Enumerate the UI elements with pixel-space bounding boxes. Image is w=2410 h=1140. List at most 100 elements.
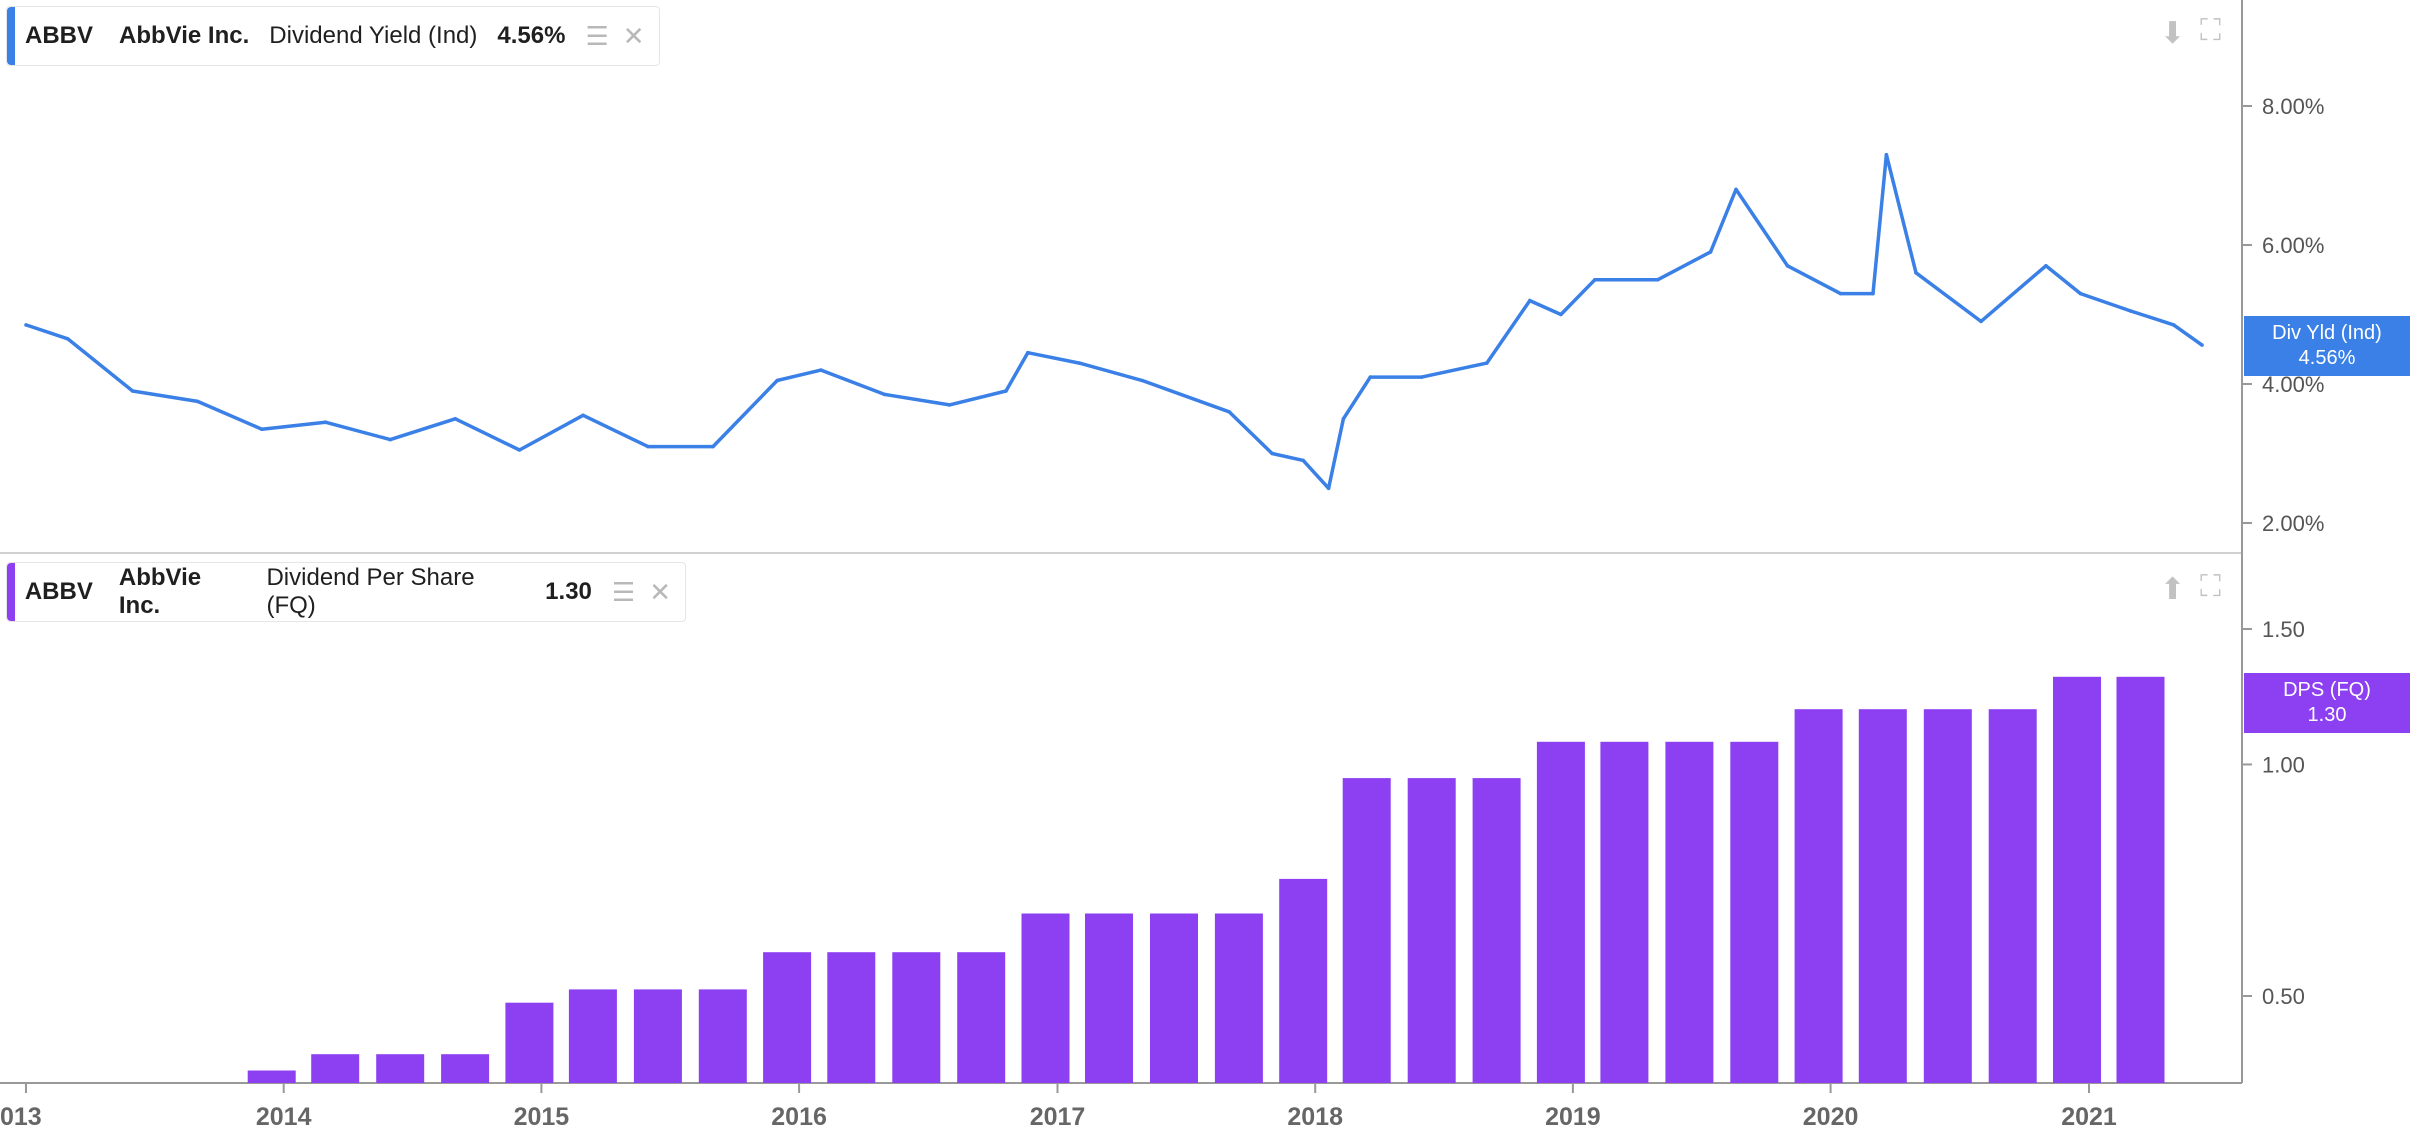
dps-ticker[interactable]: ABBV (24, 578, 93, 605)
dps-bar (1536, 741, 1585, 1083)
y-tick-label: 6.00% (2262, 233, 2324, 258)
x-tick-label: 2016 (771, 1103, 827, 1131)
download-icon[interactable]: ⬇ (2160, 17, 2186, 50)
x-tick-label: 2021 (2061, 1103, 2117, 1131)
y-tick-label: 1.50 (2262, 617, 2305, 642)
dps-bar (957, 952, 1006, 1083)
yield-point (1884, 152, 1889, 157)
yield-point (819, 368, 823, 372)
yield-legend-stripe (7, 7, 15, 65)
yield-point (1655, 278, 1660, 282)
layers-icon[interactable]: ☰ (611, 576, 636, 607)
yield-point (1593, 278, 1597, 282)
yield-point (1914, 271, 1918, 275)
yield-point (1979, 319, 1983, 324)
dps-metric: Dividend Per Share (FQ) (266, 564, 475, 619)
dps-bar (1342, 778, 1391, 1083)
dps-bar (698, 989, 747, 1083)
yield-point (517, 448, 522, 452)
yield-point (1420, 375, 1424, 379)
yield-point (1077, 361, 1082, 365)
yield-point (2078, 291, 2083, 296)
yield-point (65, 337, 70, 341)
y-tick-label: 8.00% (2262, 94, 2324, 119)
yield-point (1734, 187, 1738, 192)
yield-point (1838, 291, 1843, 296)
dps-bar (827, 952, 876, 1083)
dps-bar (763, 952, 812, 1083)
yield-legend: ABBV AbbVie Inc. Dividend Yield (Ind) 4.… (6, 6, 660, 66)
dps-bar (1923, 709, 1972, 1083)
dividend-yield-plot (24, 152, 2204, 491)
close-icon[interactable]: ✕ (622, 20, 645, 51)
yield-point (388, 437, 393, 442)
yield-point (2044, 264, 2048, 268)
dps-bar (1988, 709, 2037, 1083)
close-icon[interactable]: ✕ (649, 576, 671, 607)
dps-bar (247, 1070, 296, 1083)
yield-point (1227, 410, 1231, 414)
yield-point (646, 444, 650, 449)
dps-bar (1085, 913, 1133, 1083)
x-tick-label: 2019 (1545, 1103, 1601, 1131)
fullscreen-icon[interactable]: ⛶ (2200, 14, 2221, 47)
yield-company: AbbVie Inc. (119, 22, 250, 49)
yield-point (581, 413, 585, 418)
dps-bar-plot (247, 676, 2165, 1083)
dps-bar (892, 952, 941, 1083)
dps-company: AbbVie Inc. (118, 564, 202, 619)
yield-ticker[interactable]: ABBV (25, 22, 94, 49)
dps-bar (441, 1054, 490, 1083)
dps-legend-stripe (7, 563, 15, 621)
upload-icon[interactable]: ⬆ (2160, 573, 2186, 606)
yield-point (453, 417, 458, 421)
yield-point (1341, 417, 1346, 421)
yield-point (1026, 350, 1030, 355)
yield-badge-label: Div Yld (Ind) (2272, 322, 2382, 344)
yield-point (1301, 458, 1305, 463)
yield-point (1140, 378, 1144, 383)
dps-bar (568, 989, 617, 1083)
x-tick-label: 2020 (1803, 1103, 1859, 1131)
yield-point (947, 403, 952, 407)
x-tick-label: 2018 (1287, 1103, 1343, 1131)
dps-bar (1730, 741, 1779, 1083)
dps-badge-label: DPS (FQ) (2283, 679, 2371, 701)
yield-point (1559, 312, 1563, 317)
dps-value: 1.30 (545, 578, 592, 605)
yield-value-badge: Div Yld (Ind) 4.56% (2244, 316, 2410, 376)
yield-point (24, 323, 28, 327)
dps-bar (1150, 913, 1198, 1083)
x-tick-label: 2014 (256, 1103, 312, 1131)
dps-bar (2053, 676, 2101, 1083)
yield-point (2171, 323, 2176, 327)
yield-point (260, 427, 264, 432)
yield-point (1368, 375, 1373, 379)
yield-point (1785, 264, 1790, 268)
yield-point (323, 420, 328, 425)
yield-point (130, 389, 135, 393)
yield-point (882, 392, 887, 397)
dps-bar (505, 1002, 554, 1083)
layers-icon[interactable]: ☰ (585, 20, 609, 51)
dps-bar (1600, 741, 1649, 1083)
dps-legend: ABBV AbbVie Inc. Dividend Per Share (FQ)… (6, 562, 686, 622)
yield-value: 4.56% (497, 22, 566, 49)
dps-bar (1472, 778, 1521, 1083)
yield-point (195, 399, 200, 404)
dps-bar (376, 1054, 425, 1083)
yield-point (2200, 343, 2204, 347)
dps-bar (1214, 913, 1263, 1083)
x-tick-label: 2017 (1030, 1103, 1086, 1131)
dividend-yield-line (25, 152, 2204, 491)
fullscreen-icon[interactable]: ⛶ (2200, 570, 2221, 603)
axis-ticks: 2.00% 4.00% 6.00% 8.00% 0.50 1.00 1.50 013 2014 2… (0, 94, 2324, 1131)
dps-bar (1858, 709, 1907, 1083)
y-tick-label: 4.00% (2262, 372, 2324, 397)
dps-bar (2116, 676, 2165, 1083)
y-tick-label: 0.50 (2262, 984, 2305, 1009)
yield-point (711, 444, 715, 449)
dps-value-badge: DPS (FQ) 1.30 (2244, 673, 2410, 733)
dps-bar (1407, 778, 1456, 1083)
